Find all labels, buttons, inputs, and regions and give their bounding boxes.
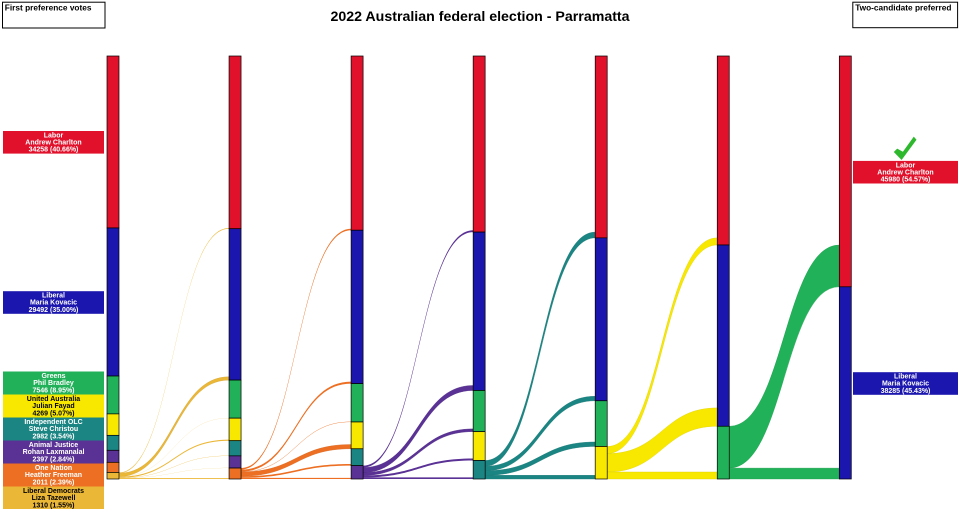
svg-text:34258 (40.66%): 34258 (40.66%) bbox=[29, 147, 79, 154]
svg-text:Two-candidate preferred: Two-candidate preferred bbox=[855, 2, 951, 12]
svg-text:2397 (2.84%): 2397 (2.84%) bbox=[32, 457, 74, 464]
svg-text:1310 (1.55%): 1310 (1.55%) bbox=[32, 503, 74, 509]
svg-text:4269 (5.07%): 4269 (5.07%) bbox=[32, 411, 74, 418]
svg-text:Liberal Democrats: Liberal Democrats bbox=[23, 488, 84, 495]
svg-text:Steve Christou: Steve Christou bbox=[29, 426, 78, 433]
svg-text:2011 (2.39%): 2011 (2.39%) bbox=[33, 480, 75, 487]
svg-text:7546 (8.95%): 7546 (8.95%) bbox=[32, 388, 74, 395]
svg-text:45980 (54.57%): 45980 (54.57%) bbox=[881, 177, 931, 184]
svg-text:Greens: Greens bbox=[41, 373, 65, 380]
svg-text:Rohan Laxmanalal: Rohan Laxmanalal bbox=[23, 449, 85, 456]
svg-text:Liberal: Liberal bbox=[42, 293, 65, 300]
svg-text:Maria Kovacic: Maria Kovacic bbox=[882, 381, 929, 388]
svg-text:First preference votes: First preference votes bbox=[5, 2, 92, 12]
svg-text:29492 (35.00%): 29492 (35.00%) bbox=[29, 307, 79, 314]
svg-text:38285 (45.43%): 38285 (45.43%) bbox=[881, 388, 931, 395]
svg-text:Labor: Labor bbox=[44, 132, 64, 139]
svg-text:United Australia: United Australia bbox=[27, 396, 81, 403]
svg-text:Liberal: Liberal bbox=[894, 374, 917, 381]
svg-text:Phil Bradley: Phil Bradley bbox=[33, 380, 74, 387]
svg-text:Julian Fayad: Julian Fayad bbox=[32, 403, 74, 410]
svg-text:Animal Justice: Animal Justice bbox=[29, 442, 79, 449]
svg-text:Independent OLC: Independent OLC bbox=[24, 419, 82, 426]
svg-text:One Nation: One Nation bbox=[35, 465, 72, 472]
svg-text:2982 (3.54%): 2982 (3.54%) bbox=[32, 434, 74, 441]
svg-text:Liza Tazewell: Liza Tazewell bbox=[32, 495, 76, 502]
svg-text:Maria Kovacic: Maria Kovacic bbox=[30, 300, 77, 307]
svg-text:2022 Australian federal electi: 2022 Australian federal election - Parra… bbox=[330, 9, 629, 25]
svg-text:Andrew Charlton: Andrew Charlton bbox=[877, 170, 933, 177]
svg-text:Andrew Charlton: Andrew Charlton bbox=[25, 140, 81, 147]
svg-text:Heather Freeman: Heather Freeman bbox=[25, 472, 82, 479]
svg-text:Labor: Labor bbox=[896, 162, 916, 169]
